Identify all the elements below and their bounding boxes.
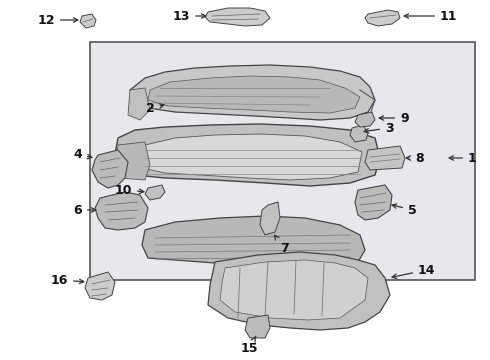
Text: 1: 1 [449, 152, 477, 165]
Polygon shape [148, 76, 360, 113]
Polygon shape [115, 142, 150, 180]
Polygon shape [220, 260, 368, 320]
Text: 14: 14 [392, 264, 436, 278]
Text: 7: 7 [274, 235, 289, 255]
Text: 9: 9 [379, 112, 409, 125]
Polygon shape [245, 315, 270, 338]
Polygon shape [355, 112, 375, 127]
Polygon shape [80, 14, 96, 28]
Polygon shape [145, 185, 165, 200]
Polygon shape [115, 124, 380, 186]
Polygon shape [95, 192, 148, 230]
Text: 12: 12 [38, 13, 78, 27]
Text: 10: 10 [115, 184, 144, 197]
Text: 15: 15 [241, 336, 258, 355]
Text: 8: 8 [406, 152, 424, 165]
Bar [90, 42, 475, 280]
Text: 4: 4 [73, 148, 92, 162]
Text: 16: 16 [50, 274, 84, 287]
Polygon shape [142, 134, 362, 180]
Polygon shape [365, 10, 400, 26]
Polygon shape [365, 146, 405, 170]
Polygon shape [142, 216, 365, 268]
Text: 11: 11 [404, 9, 458, 22]
Text: 5: 5 [392, 203, 417, 216]
Polygon shape [92, 150, 128, 188]
Polygon shape [205, 8, 270, 26]
Text: 3: 3 [364, 122, 393, 135]
Polygon shape [130, 65, 375, 120]
Polygon shape [355, 185, 392, 220]
Polygon shape [85, 272, 115, 300]
Text: 2: 2 [146, 102, 164, 114]
Polygon shape [350, 125, 368, 142]
Polygon shape [208, 252, 390, 330]
Text: 6: 6 [74, 203, 96, 216]
Polygon shape [128, 88, 150, 120]
Polygon shape [260, 202, 280, 235]
Text: 13: 13 [172, 9, 206, 22]
